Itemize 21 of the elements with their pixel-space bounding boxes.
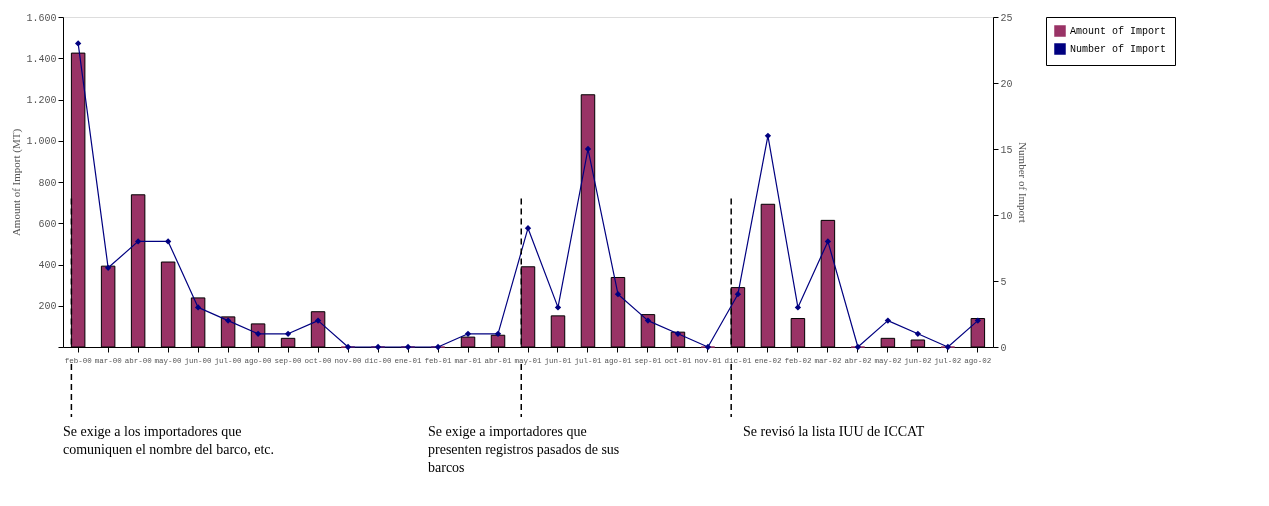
y2-tick-label: 5 [1000, 276, 1007, 288]
y2-tick-label: 0 [1000, 342, 1007, 354]
y-tick-label: 1.200 [26, 95, 57, 106]
y-axis-title: Amount of Import (MT) [10, 128, 24, 237]
y-tick-label: 400 [38, 260, 57, 271]
y2-tick-label: 15 [1000, 144, 1013, 156]
y-tick-label: 1.400 [26, 53, 57, 65]
y-tick-label: 600 [38, 218, 57, 230]
text: Se revisó la lista IUU de ICCAT [743, 424, 925, 439]
y-tick-label: 800 [38, 177, 57, 189]
y-tick-label: 200 [38, 301, 57, 313]
legend-label: Amount of Import [1070, 26, 1167, 37]
y2-axis-title: Number of Import [1016, 142, 1029, 223]
y2-tick-label: 20 [1000, 78, 1013, 90]
text: Se exige a los importadores que comuniquen el nombre del barco, etc. [63, 424, 275, 457]
y2-tick-label: 10 [1000, 210, 1013, 222]
y-tick-label: 1.600 [26, 12, 57, 24]
text: Se exige a importadores que presenten registros pasados de sus barcos [428, 424, 620, 475]
y-tick-label: 1.000 [26, 136, 57, 148]
y2-tick-label: 25 [1000, 12, 1013, 24]
legend-label: Number of Import [1070, 44, 1167, 55]
